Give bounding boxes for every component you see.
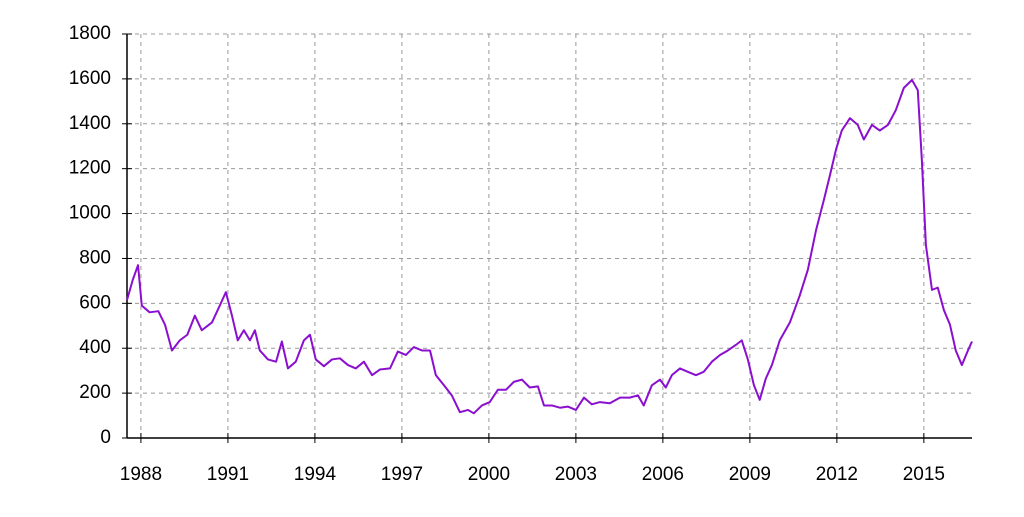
x-tick-label: 2009 [729,464,771,485]
x-tick-label: 1994 [294,464,337,485]
x-tick-label: 2012 [816,464,858,485]
y-tick-label: 800 [79,247,111,268]
x-tick-label: 2003 [555,464,597,485]
y-tick-label: 1400 [69,113,111,134]
y-tick-label: 400 [79,337,111,358]
line-series [126,79,973,415]
x-tick-label: 2015 [903,464,945,485]
y-tick-label: 1000 [69,203,111,224]
y-tick-label: 1200 [69,158,111,179]
x-tick-label: 1988 [120,464,162,485]
x-tick-label: 2000 [468,464,510,485]
y-tick-label: 600 [79,292,111,313]
x-tick-label: 1991 [207,464,249,485]
x-tick-label: 2006 [642,464,684,485]
y-tick-label: 0 [100,427,111,448]
y-tick-label: 1600 [69,68,111,89]
y-tick-label: 1800 [69,23,111,44]
y-tick-label: 200 [79,382,111,403]
x-tick-label: 1997 [381,464,423,485]
